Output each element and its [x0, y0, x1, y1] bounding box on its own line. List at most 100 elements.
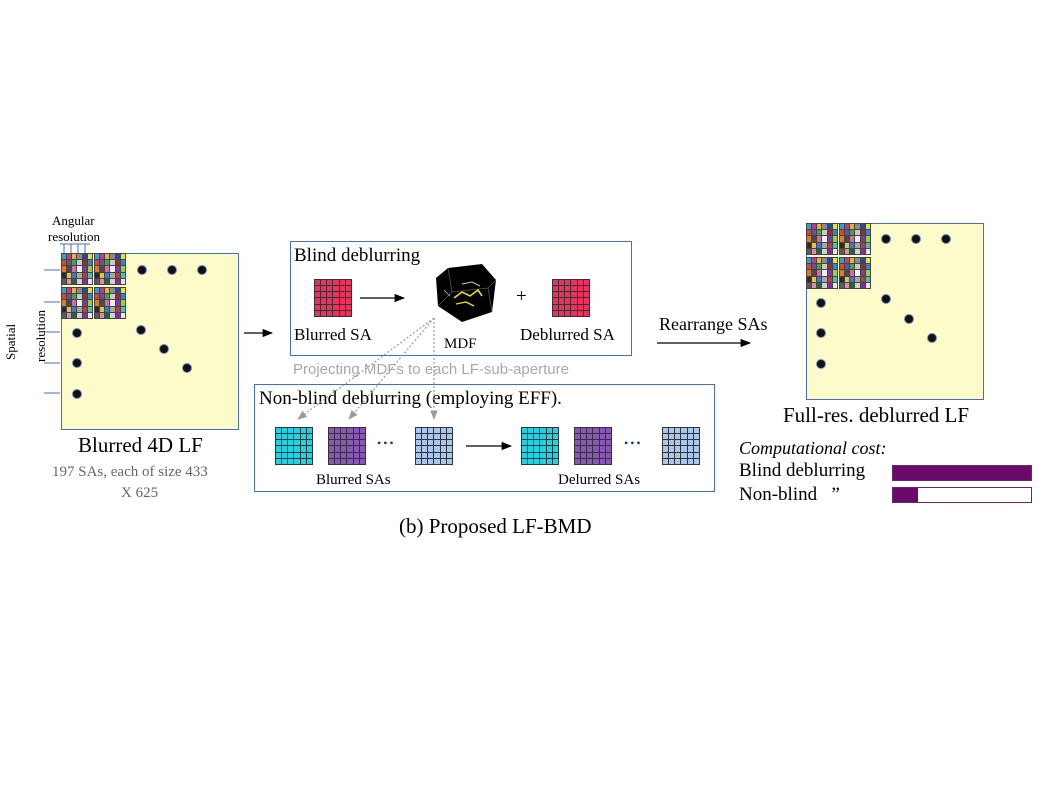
grid-cell	[599, 458, 605, 464]
grid-cell	[587, 446, 593, 452]
grid-cell	[434, 452, 440, 458]
grid-cell	[571, 292, 577, 298]
grid-cell	[577, 310, 583, 316]
grid-cell	[345, 280, 351, 286]
grid-cell	[534, 458, 540, 464]
grid-cell	[306, 428, 312, 434]
figure-caption: (b) Proposed LF-BMD	[399, 514, 592, 538]
blurred-sa-grid	[314, 279, 352, 317]
grid-cell	[339, 286, 345, 292]
grid-cell	[353, 446, 359, 452]
sub-aperture-dot	[137, 265, 147, 275]
grid-cell	[294, 428, 300, 434]
grid-cell	[335, 440, 341, 446]
grid-cell	[577, 286, 583, 292]
grid-cell	[669, 440, 675, 446]
grid-cell	[422, 458, 428, 464]
grid-cell	[428, 458, 434, 464]
grid-cell	[315, 286, 321, 292]
grid-cell	[693, 434, 699, 440]
blurred-sa-grid-cyan	[275, 427, 313, 465]
grid-cell	[681, 458, 687, 464]
grid-cell	[528, 428, 534, 434]
sub-aperture-dot	[927, 333, 937, 343]
sub-aperture-dot	[816, 328, 826, 338]
grid-cell	[583, 298, 589, 304]
grid-cell	[571, 304, 577, 310]
grid-cell	[693, 458, 699, 464]
sub-aperture-dot	[72, 328, 82, 338]
grid-cell	[341, 434, 347, 440]
grid-cell	[282, 458, 288, 464]
grid-cell	[583, 310, 589, 316]
sub-aperture-dot	[941, 234, 951, 244]
grid-cell	[599, 428, 605, 434]
grid-cell	[294, 440, 300, 446]
grid-cell	[546, 446, 552, 452]
grid-cell	[663, 428, 669, 434]
grid-cell	[540, 440, 546, 446]
grid-cell	[288, 446, 294, 452]
grid-cell	[329, 458, 335, 464]
blurred-sa-grid-purple	[328, 427, 366, 465]
grid-cell	[605, 452, 611, 458]
grid-cell	[605, 446, 611, 452]
grid-cell	[347, 446, 353, 452]
grid-cell	[416, 446, 422, 452]
grid-cell	[333, 280, 339, 286]
grid-cell	[276, 434, 282, 440]
deblurred-lf-title: Full-res. deblurred LF	[783, 403, 970, 427]
mdf-label: MDF	[444, 336, 477, 352]
grid-cell	[416, 452, 422, 458]
grid-cell	[565, 286, 571, 292]
grid-cell	[440, 446, 446, 452]
grid-cell	[359, 446, 365, 452]
grid-cell	[300, 428, 306, 434]
grid-cell	[288, 452, 294, 458]
grid-cell	[294, 458, 300, 464]
grid-cell	[353, 428, 359, 434]
cost-row-label-blind: Blind deblurring	[739, 460, 866, 481]
color-checker-icon	[94, 287, 126, 319]
grid-cell	[581, 452, 587, 458]
grid-cell	[546, 428, 552, 434]
grid-cell	[687, 434, 693, 440]
grid-cell	[353, 452, 359, 458]
grid-cell	[315, 310, 321, 316]
grid-cell	[681, 434, 687, 440]
grid-cell	[587, 458, 593, 464]
grid-cell	[687, 446, 693, 452]
grid-cell	[593, 446, 599, 452]
grid-cell	[306, 440, 312, 446]
grid-cell	[434, 440, 440, 446]
grid-cell	[288, 440, 294, 446]
grid-cell	[339, 304, 345, 310]
deblurred-sa-grid	[552, 279, 590, 317]
grid-cell	[693, 428, 699, 434]
color-checker-icon	[61, 253, 93, 285]
grid-cell	[565, 310, 571, 316]
grid-cell	[434, 458, 440, 464]
grid-cell	[446, 458, 452, 464]
color-checker-icon	[839, 223, 871, 255]
sub-aperture-dot	[816, 359, 826, 369]
grid-cell	[605, 428, 611, 434]
grid-cell	[534, 452, 540, 458]
grid-cell	[552, 428, 558, 434]
grid-cell	[294, 452, 300, 458]
grid-cell	[522, 428, 528, 434]
grid-cell	[333, 292, 339, 298]
grid-cell	[540, 452, 546, 458]
grid-cell	[559, 310, 565, 316]
grid-cell	[434, 428, 440, 434]
grid-cell	[333, 298, 339, 304]
grid-cell	[663, 458, 669, 464]
cost-row-label-nonblind: Non-blind ”	[739, 484, 840, 505]
grid-cell	[687, 452, 693, 458]
blurred-lf-subtitle-2: X 625	[121, 485, 159, 501]
grid-cell	[440, 440, 446, 446]
grid-cell	[675, 428, 681, 434]
grid-cell	[341, 446, 347, 452]
grid-cell	[599, 434, 605, 440]
grid-cell	[282, 440, 288, 446]
